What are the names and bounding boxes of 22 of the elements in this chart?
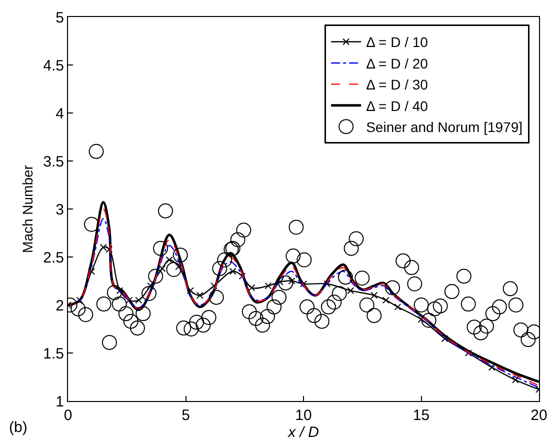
x-axis-title: x / D xyxy=(287,424,320,441)
legend-label: Δ = D / 40 xyxy=(366,98,428,114)
y-tick-label: 4.5 xyxy=(43,57,64,74)
y-tick-label: 4 xyxy=(56,105,64,122)
legend-label: Seiner and Norum [1979] xyxy=(366,119,523,136)
x-tick-label: 5 xyxy=(182,407,190,424)
y-tick-label: 3 xyxy=(56,201,64,218)
x-tick-label: 0 xyxy=(64,407,72,424)
y-tick-label: 1.5 xyxy=(43,345,64,362)
legend-label: Δ = D / 10 xyxy=(366,34,428,50)
y-tick-label: 5 xyxy=(56,9,64,26)
x-tick-label: 10 xyxy=(295,407,312,424)
y-tick-label: 1 xyxy=(56,393,64,410)
text: (b) xyxy=(9,419,28,436)
legend-label: Δ = D / 30 xyxy=(366,76,428,93)
y-tick-label: 2 xyxy=(56,297,64,314)
legend-label: Δ = D / 20 xyxy=(366,55,428,72)
x-tick-label: 15 xyxy=(412,407,430,424)
y-axis-title: Mach Number xyxy=(20,164,36,253)
x-tick-label: 20 xyxy=(530,407,548,424)
y-tick-label: 2.5 xyxy=(43,249,64,266)
y-tick-label: 3.5 xyxy=(43,153,64,170)
